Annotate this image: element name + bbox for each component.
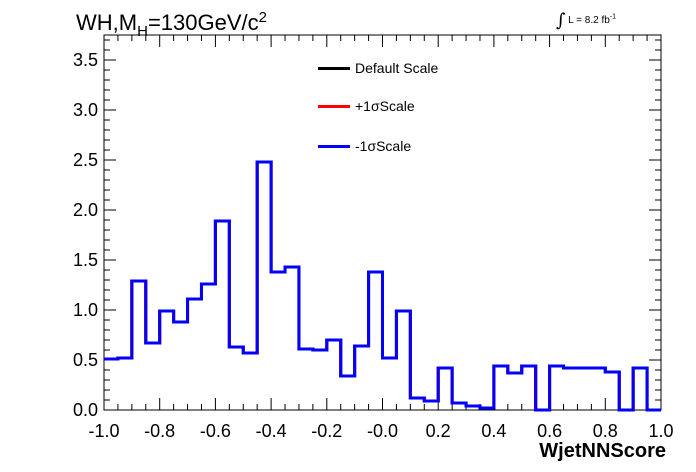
y-tick-label: 2.5	[73, 150, 98, 170]
y-tick-label: 1.5	[73, 250, 98, 270]
x-tick-label: -0.8	[144, 421, 175, 441]
luminosity-unit-exponent: -1	[609, 13, 617, 21]
x-tick-label: -0.0	[367, 421, 398, 441]
legend-label-plus1sigma: +1σScale	[355, 98, 415, 114]
y-tick-label: 3.0	[73, 100, 98, 120]
luminosity-text: L = 8.2 fb	[568, 15, 610, 26]
y-tick-label: 2.0	[73, 200, 98, 220]
y-tick-label: 3.5	[73, 50, 98, 70]
x-tick-label: -0.6	[200, 421, 231, 441]
y-tick-label: 0.0	[73, 400, 98, 420]
x-tick-label: -1.0	[88, 421, 119, 441]
chart-title: WH,MH=130GeV/c2	[76, 9, 267, 40]
x-tick-label: 0.8	[593, 421, 618, 441]
x-tick-label: 0.4	[481, 421, 506, 441]
chart-title-main: WH,M	[76, 10, 138, 35]
x-tick-label: -0.2	[311, 421, 342, 441]
histogram-series-2	[104, 160, 661, 412]
legend-swatch-minus1sigma	[318, 144, 350, 148]
legend-label-default: Default Scale	[355, 60, 439, 76]
legend-swatch-default	[318, 66, 350, 70]
integral-symbol: ∫	[556, 10, 566, 31]
axis-ticks: -1.0 -0.8 -0.6 -0.4 -0.2 -0.0 0.2 0.4 0.6 0.8 1.0 0…	[73, 35, 674, 441]
legend-label-minus1sigma: -1σScale	[355, 138, 412, 154]
x-tick-label: -0.4	[256, 421, 287, 441]
chart-title-sub: H	[137, 23, 148, 40]
luminosity-label: ∫ L = 8.2 fb-1	[556, 10, 616, 31]
chart-title-sup: 2	[258, 9, 267, 26]
legend-item-plus1sigma: +1σScale	[318, 96, 415, 116]
legend-item-minus1sigma: -1σScale	[318, 136, 411, 156]
x-tick-label: 1.0	[648, 421, 673, 441]
x-tick-label: 0.2	[426, 421, 451, 441]
x-axis-label: WjetNNScore	[539, 440, 666, 462]
y-tick-label: 1.0	[73, 300, 98, 320]
legend-swatch-plus1sigma	[318, 104, 350, 108]
chart-title-rest: =130GeV/c	[147, 10, 259, 35]
legend-item-default: Default Scale	[318, 58, 438, 78]
histogram-series	[104, 160, 661, 412]
y-tick-label: 0.5	[73, 350, 98, 370]
x-tick-label: 0.6	[537, 421, 562, 441]
